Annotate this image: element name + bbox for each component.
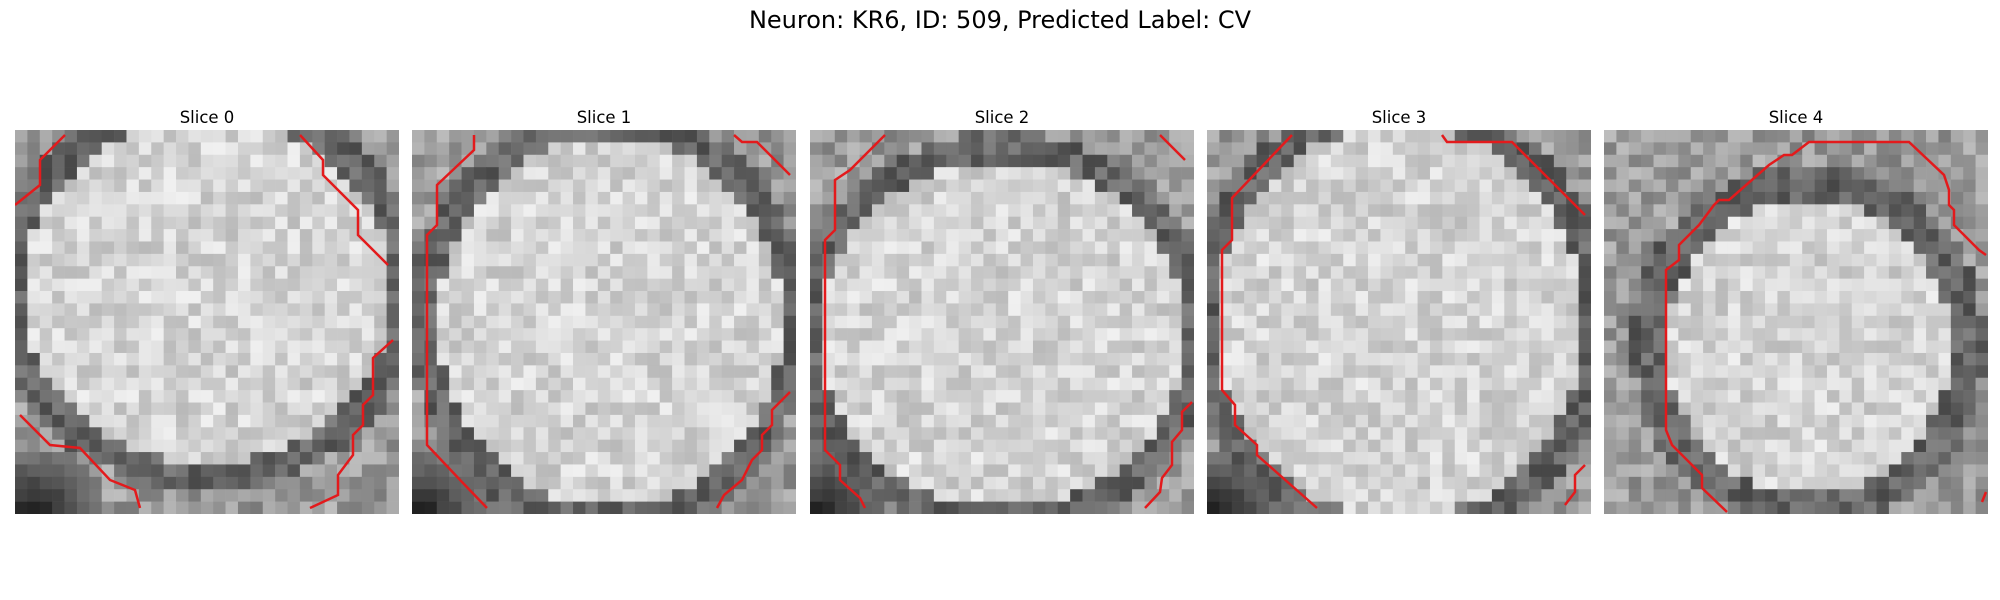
contour-line [15, 134, 66, 206]
slice-panel-2: Slice 2 [810, 106, 1194, 514]
slice-title: Slice 2 [974, 108, 1030, 127]
contour-line [299, 134, 389, 266]
contour-line [1220, 134, 1318, 509]
slice-title: Slice 4 [1768, 108, 1824, 127]
figure-title: Neuron: KR6, ID: 509, Predicted Label: C… [748, 6, 1252, 34]
slice-panel-3: Slice 3 [1207, 106, 1591, 514]
slice-image-4 [1604, 130, 1988, 514]
contour-line [1564, 464, 1586, 506]
contour-line [1440, 134, 1586, 216]
contour-line [309, 339, 394, 510]
contour-line [425, 135, 488, 509]
slice-panel-4: Slice 4 [1604, 106, 1988, 514]
contour-line [1980, 491, 1988, 503]
slice-title: Slice 1 [576, 108, 632, 127]
slice-image-2 [810, 130, 1194, 514]
contour-line [1664, 140, 1987, 513]
slice-title: Slice 3 [1371, 108, 1427, 127]
contour-line [19, 414, 142, 509]
slice-image-1 [412, 130, 796, 514]
contour-line [1144, 401, 1193, 509]
slice-image-0 [15, 130, 399, 514]
slice-panel-0: Slice 0 [15, 106, 399, 514]
slice-image-3 [1207, 130, 1591, 514]
slice-title: Slice 0 [179, 108, 235, 127]
contour-line [1159, 134, 1186, 161]
contour-line [733, 134, 791, 176]
contour-line [715, 391, 791, 509]
contour-line [823, 134, 886, 509]
slice-panel-1: Slice 1 [412, 106, 796, 514]
